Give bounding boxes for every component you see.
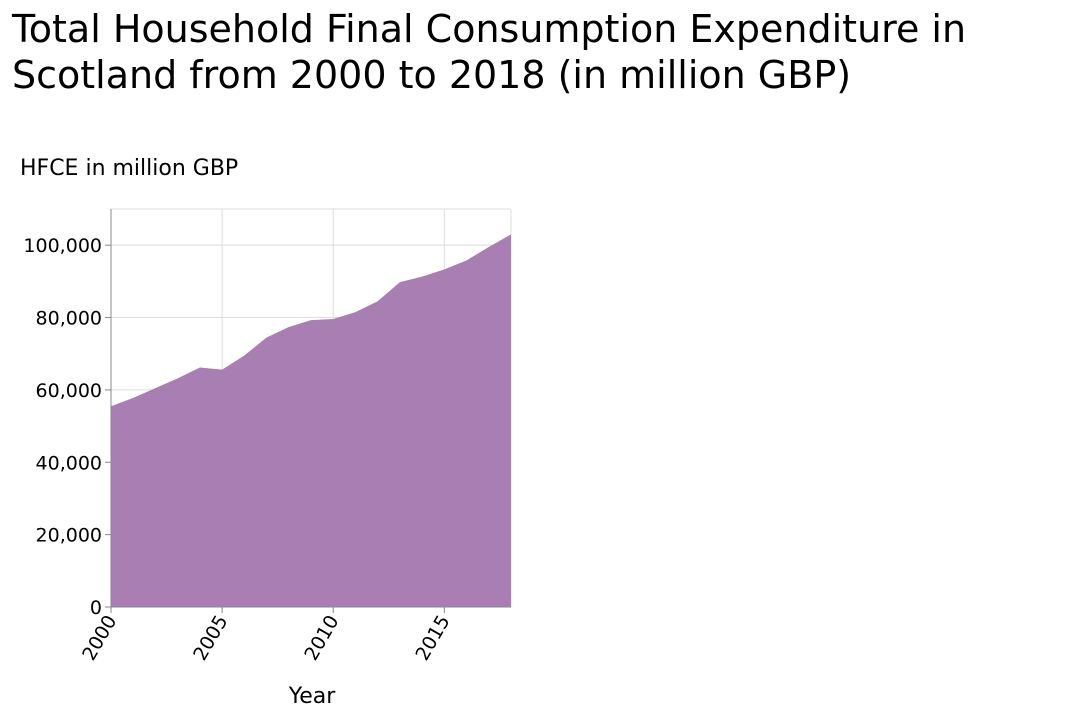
- x-tick-label: 2005: [189, 612, 232, 665]
- x-tick-label: 2010: [300, 612, 343, 665]
- chart-title: Total Household Final Consumption Expend…: [12, 7, 967, 97]
- x-axis-title: Year: [288, 684, 337, 709]
- y-tick-label: 40,000: [36, 452, 102, 474]
- y-tick-label: 20,000: [36, 525, 102, 547]
- x-tick-label: 2000: [78, 612, 121, 665]
- area-layer: [111, 234, 511, 607]
- y-tick-label: 0: [90, 597, 102, 619]
- axis-layer: [105, 209, 511, 613]
- y-tick-label: 60,000: [36, 380, 102, 402]
- y-tick-label: 100,000: [23, 235, 102, 257]
- area-series: [111, 234, 511, 607]
- y-axis-title: HFCE in million GBP: [20, 156, 239, 181]
- x-tick-label: 2015: [411, 612, 454, 665]
- y-tick-label: 80,000: [36, 308, 102, 330]
